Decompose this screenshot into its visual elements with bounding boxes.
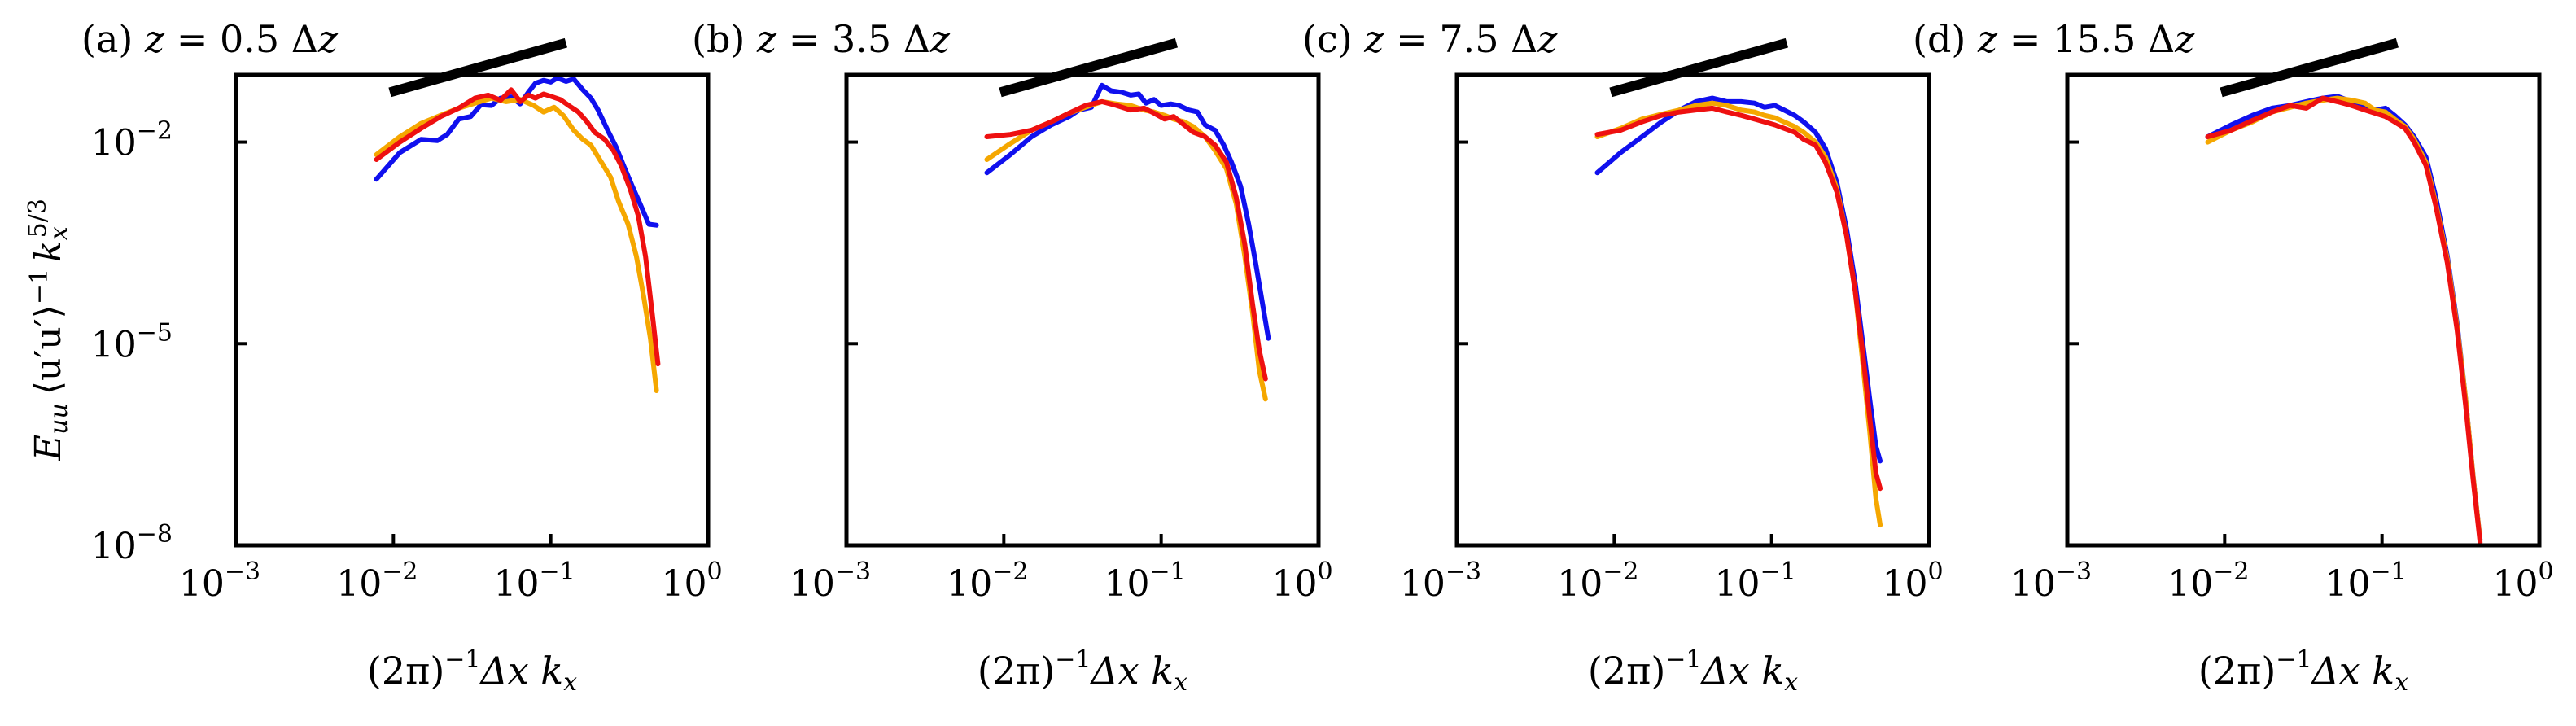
reference-slope-line <box>2220 37 2399 98</box>
x-tick-label: 10−1 <box>1104 558 1186 605</box>
panel-title-value: = 15.5 Δ <box>1997 17 2175 61</box>
y-tick-label: 10−5 <box>91 318 173 365</box>
panel-title-z-unit: z <box>317 17 339 61</box>
x-tick-label: 10−3 <box>1400 558 1481 605</box>
series-line-orange <box>2205 95 2483 543</box>
x-tick-label: 10−2 <box>947 558 1028 605</box>
panel-b: (b) z = 3.5 Δz 10−3 10−2 10−1 100 (2π)−1Δx kx <box>692 17 1333 697</box>
panel-title-z-unit: z <box>2174 17 2195 61</box>
series-line-red <box>2205 95 2483 545</box>
panel-title: (b) z = 3.5 Δz <box>692 17 951 61</box>
plot-frame <box>1454 72 1931 548</box>
series-line-red <box>1594 105 1883 492</box>
panel-title-z: z <box>144 17 165 61</box>
x-tick-label: 10−3 <box>179 558 260 605</box>
x-tick-label: 10−1 <box>2325 558 2407 605</box>
series-line-blue <box>984 82 1271 341</box>
x-axis-label: (2π)−1Δx kx <box>2198 645 2408 697</box>
panel-title-value: = 3.5 Δ <box>776 17 930 61</box>
reference-slope-line <box>1609 37 1789 98</box>
y-tick-label: 10−8 <box>91 520 173 567</box>
series-line-red <box>984 98 1268 382</box>
panel-title-prefix: (b) <box>692 17 757 61</box>
x-tick-label: 10−1 <box>1715 558 1796 605</box>
y-axis-label: Euu⟨u′u′⟩−1kx5/3 <box>24 199 73 461</box>
panel-title-z: z <box>1977 17 1998 61</box>
panel-title-z: z <box>1363 17 1384 61</box>
panel-title-z: z <box>756 17 777 61</box>
plot-frame <box>844 72 1321 548</box>
x-axis-label: (2π)−1Δx kx <box>977 645 1187 697</box>
series-line-blue <box>1594 95 1883 464</box>
x-tick-label: 10−1 <box>494 558 575 605</box>
x-axis-label: (2π)−1Δx kx <box>367 645 577 697</box>
panel-a: (a) z = 0.5 Δz 10−3 10−2 10−1 100 10−2 10−5 10−… <box>81 17 723 697</box>
panel-title: (c) z = 7.5 Δz <box>1302 17 1558 61</box>
panel-title: (a) z = 0.5 Δz <box>81 17 339 61</box>
x-tick-label: 100 <box>2492 558 2553 605</box>
x-tick-label: 10−2 <box>1557 558 1638 605</box>
series-line-orange <box>1594 100 1883 528</box>
panel-title-prefix: (d) <box>1913 17 1978 61</box>
panel-title-prefix: (a) <box>81 17 145 61</box>
panel-d: (d) z = 15.5 Δz 10−3 10−2 10−1 100 (2π)−1Δx k… <box>1913 17 2554 697</box>
x-axis-label: (2π)−1Δx kx <box>1588 645 1798 697</box>
x-tick-label: 10−3 <box>2010 558 2092 605</box>
panel-c: (c) z = 7.5 Δz 10−3 10−2 10−1 100 (2π)−1Δx kx <box>1302 17 1944 697</box>
panel-title-prefix: (c) <box>1302 17 1364 61</box>
panel-title-value: = 0.5 Δ <box>164 17 318 61</box>
x-tick-label: 100 <box>661 558 722 605</box>
x-tick-label: 10−2 <box>336 558 418 605</box>
panel-title: (d) z = 15.5 Δz <box>1913 17 2195 61</box>
series-line-blue <box>2205 94 2483 543</box>
x-tick-label: 10−2 <box>2167 558 2249 605</box>
x-tick-label: 100 <box>1882 558 1943 605</box>
x-tick-label: 100 <box>1271 558 1332 605</box>
plot-frame <box>234 72 711 548</box>
y-tick-label: 10−2 <box>91 117 173 164</box>
panel-title-value: = 7.5 Δ <box>1384 17 1538 61</box>
panel-title-z-unit: z <box>929 17 951 61</box>
panel-title-z-unit: z <box>1537 17 1558 61</box>
plot-frame <box>2065 72 2542 548</box>
series-line-red <box>374 87 661 367</box>
x-tick-label: 10−3 <box>789 558 871 605</box>
series-line-blue <box>374 75 659 228</box>
reference-slope-line <box>388 37 568 98</box>
reference-slope-line <box>999 37 1179 98</box>
